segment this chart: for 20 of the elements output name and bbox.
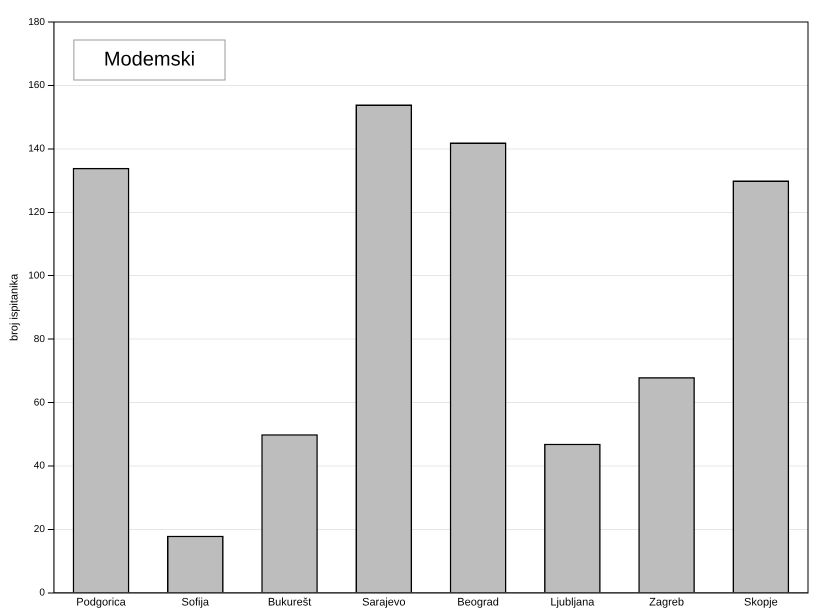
y-axis-title: broj ispitanika	[8, 272, 21, 342]
y-tick-label: 120	[28, 207, 46, 218]
y-tick-label: 100	[28, 270, 46, 282]
y-tick-label: 20	[34, 524, 46, 536]
x-tick-label: Zagreb	[649, 596, 684, 608]
x-tick-label: Sarajevo	[362, 596, 406, 608]
y-tick-label: 0	[39, 588, 46, 599]
y-tick-label: 160	[28, 80, 46, 92]
x-tick-label: Sofija	[182, 596, 210, 608]
x-tick-label: Beograd	[457, 596, 499, 608]
y-tick-label: 40	[34, 460, 46, 472]
y-tick-label: 60	[34, 397, 46, 408]
y-tick-label: 80	[34, 334, 46, 345]
annotation: Modemski	[104, 48, 196, 71]
x-tick-label: Ljubljana	[550, 596, 596, 608]
x-tick-label: Bukurešt	[268, 596, 312, 608]
x-tick-label: Podgorica	[76, 596, 127, 608]
x-tick-label: Skopje	[744, 596, 778, 608]
y-tick-label: 180	[28, 16, 46, 28]
y-tick-label: 140	[28, 144, 46, 155]
